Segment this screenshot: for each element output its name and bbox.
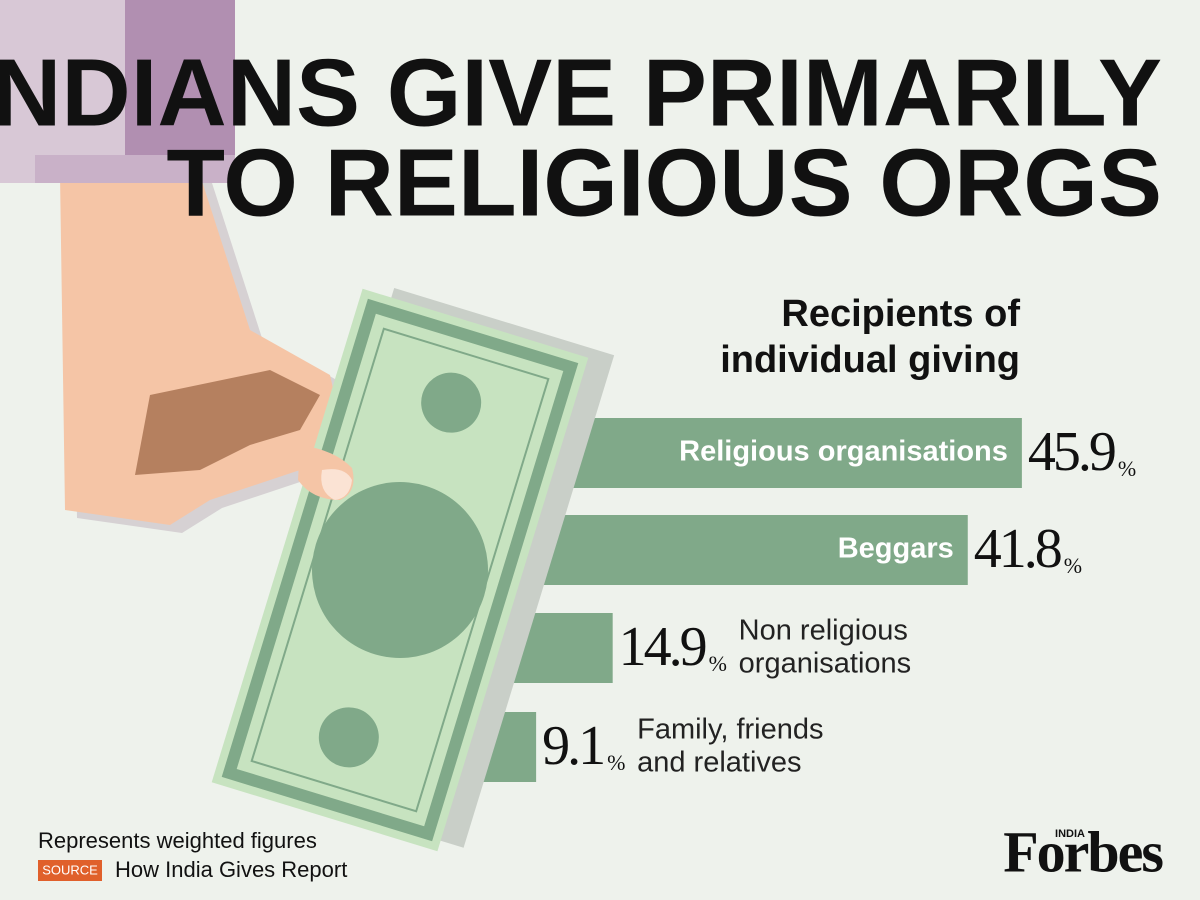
category-label: Beggars	[838, 533, 954, 565]
logo: Forbes	[1003, 819, 1163, 884]
value-unit: %	[1064, 553, 1082, 578]
category-label: Non religious organisations	[739, 614, 912, 679]
logo-edition: INDIA	[1055, 828, 1085, 840]
category-label: Religious organisations	[679, 436, 1008, 468]
source-tag-box	[38, 860, 102, 881]
chart-subtitle: individual giving	[720, 339, 1020, 381]
thumbnail	[321, 469, 352, 500]
chart-subtitle: Recipients of	[781, 293, 1020, 335]
value-unit: %	[607, 750, 625, 775]
value-label: 41.8	[974, 518, 1061, 580]
chart-title: INDIANS GIVE PRIMARILY	[0, 39, 1162, 146]
hand-illustration	[0, 0, 352, 533]
chart-title: TO RELIGIOUS ORGS	[166, 129, 1162, 236]
value-unit: %	[1118, 456, 1136, 481]
source-tag: SOURCE	[42, 862, 98, 877]
value-label: 45.9	[1028, 421, 1115, 483]
value-unit: %	[709, 651, 727, 676]
banknote	[211, 287, 615, 852]
footnote: Represents weighted figures	[38, 828, 317, 853]
value-label: 14.9	[619, 616, 706, 678]
category-label: Family, friends and relatives	[637, 713, 823, 778]
source: How India Gives Report	[115, 857, 347, 882]
value-label: 9.1	[542, 715, 603, 777]
